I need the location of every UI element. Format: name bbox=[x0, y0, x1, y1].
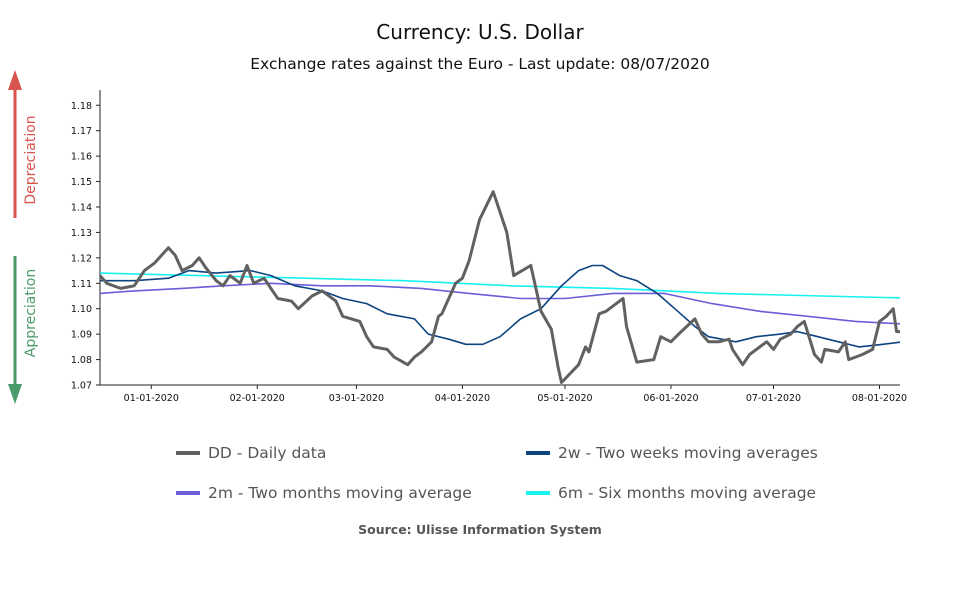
y-tick-label: 1.12 bbox=[71, 253, 92, 264]
x-tick-label: 01-01-2020 bbox=[124, 393, 179, 404]
chart-subtitle: Exchange rates against the Euro - Last u… bbox=[250, 55, 710, 73]
legend-item-six-months[interactable]: 6m - Six months moving average bbox=[526, 482, 816, 504]
legend-item-two-months[interactable]: 2m - Two months moving average bbox=[176, 482, 472, 504]
y-tick-label: 1.14 bbox=[71, 202, 92, 213]
legend-item-two-weeks[interactable]: 2w - Two weeks moving averages bbox=[526, 442, 818, 464]
legend-item-daily[interactable]: DD - Daily data bbox=[176, 442, 326, 464]
series-line-daily bbox=[100, 190, 900, 384]
series-line-two-weeks bbox=[100, 264, 900, 348]
x-tick-label: 05-01-2020 bbox=[537, 393, 592, 404]
y-tick-label: 1.07 bbox=[71, 381, 92, 392]
x-tick-label: 02-01-2020 bbox=[230, 393, 285, 404]
appreciation-label: Appreciation bbox=[23, 269, 39, 357]
legend-swatch-two-weeks bbox=[526, 451, 550, 455]
x-tick-label: 03-01-2020 bbox=[329, 393, 384, 404]
y-tick-label: 1.18 bbox=[71, 101, 92, 112]
x-tick-label: 08-01-2020 bbox=[852, 393, 907, 404]
legend-label-two-weeks: 2w - Two weeks moving averages bbox=[558, 444, 818, 462]
depreciation-label: Depreciation bbox=[23, 115, 39, 204]
legend-label-six-months: 6m - Six months moving average bbox=[558, 484, 817, 502]
legend-swatch-six-months bbox=[526, 491, 550, 495]
y-tick-label: 1.15 bbox=[71, 177, 92, 188]
chart-legend: DD - Daily data 2w - Two weeks moving av… bbox=[0, 436, 960, 512]
source-note: Source: Ulisse Information System bbox=[358, 522, 602, 537]
legend-swatch-daily bbox=[176, 451, 200, 455]
series-line-two-months bbox=[100, 282, 900, 325]
legend-label-daily: DD - Daily data bbox=[208, 444, 327, 462]
y-tick-label: 1.17 bbox=[71, 126, 92, 137]
y-tick-label: 1.08 bbox=[71, 355, 92, 366]
y-tick-label: 1.10 bbox=[71, 304, 92, 315]
legend-swatch-two-months bbox=[176, 491, 200, 495]
depreciation-arrow-head bbox=[8, 70, 22, 90]
appreciation-arrow-head bbox=[8, 384, 22, 404]
y-tick-label: 1.16 bbox=[71, 152, 92, 163]
chart-title: Currency: U.S. Dollar bbox=[376, 20, 584, 44]
y-tick-label: 1.11 bbox=[71, 279, 92, 290]
line-chart: 1.07 1.08 1.09 1.10 1.11 1.12 1.13 1.14 1.15 1.16… bbox=[8, 70, 907, 404]
y-tick-label: 1.13 bbox=[71, 228, 92, 239]
x-tick-label: 07-01-2020 bbox=[746, 393, 801, 404]
x-tick-label: 06-01-2020 bbox=[643, 393, 698, 404]
y-tick-label: 1.09 bbox=[71, 330, 92, 341]
x-tick-label: 04-01-2020 bbox=[435, 393, 490, 404]
series-line-six-months bbox=[100, 272, 900, 299]
legend-label-two-months: 2m - Two months moving average bbox=[208, 484, 472, 502]
